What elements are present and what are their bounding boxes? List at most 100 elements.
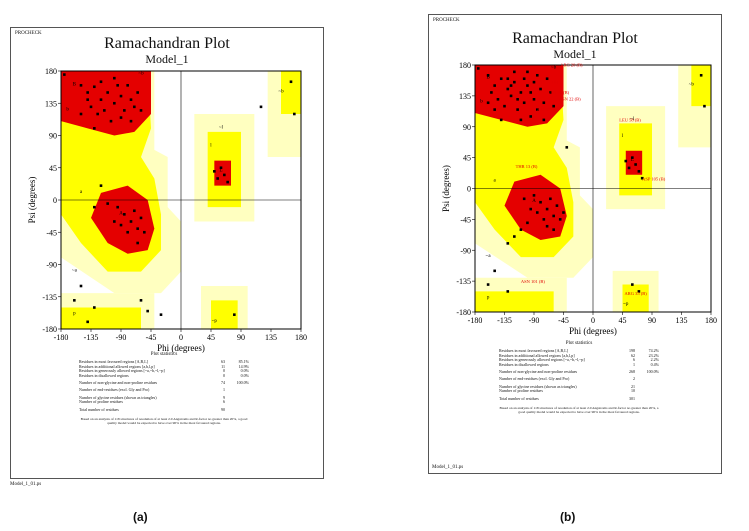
footer-file-a: Model_1_01.ps: [10, 482, 42, 487]
statistics-percent: [225, 408, 249, 412]
statistics-percent: 74.2%: [648, 348, 659, 354]
region-letter: ~b: [278, 90, 284, 95]
statistics-label: Residues in most favoured regions [A,B,L…: [79, 360, 148, 365]
region-letter: l: [210, 143, 212, 148]
residue-annotation: GLN 96 (B): [547, 90, 569, 95]
y-tick-label: 0: [53, 196, 57, 205]
residue-point: [631, 156, 634, 159]
residue-annotation: THR 13 (B): [516, 164, 538, 169]
statistics-row: Residues in generously allowed regions […: [79, 368, 249, 374]
residue-point: [631, 283, 634, 286]
residue-point: [699, 73, 703, 77]
residue-point: [79, 112, 83, 116]
region-letter: A: [119, 211, 123, 216]
statistics-label: Number of proline residues: [499, 389, 543, 394]
statistics-percent: 0.0%: [240, 372, 249, 378]
residue-point: [139, 299, 143, 302]
statistics-percent: 23.2%: [648, 352, 659, 358]
region-letter: L: [631, 158, 634, 163]
statistics-percent: [635, 397, 659, 401]
y-tick-label: 90: [463, 123, 471, 132]
residue-point: [545, 77, 549, 81]
residue-point: [99, 184, 103, 187]
statistics-count: 9: [223, 394, 225, 400]
y-tick-label: -135: [42, 293, 57, 302]
residue-point: [133, 209, 136, 213]
residue-point: [526, 84, 529, 87]
residue-point: [529, 91, 533, 94]
region-most-favoured: [61, 71, 151, 136]
statistics-count: 74: [221, 380, 225, 386]
residue-point: [233, 313, 236, 316]
residue-point: [499, 118, 503, 122]
statistics-percent: [225, 388, 249, 392]
statistics-count: 0: [223, 372, 225, 378]
statistics-row: Total number of residues 301: [499, 395, 659, 401]
statistics-label: Number of non-glycine and non-proline re…: [79, 381, 158, 386]
statistics-row: Residues in disallowed regions 1 0.4%: [499, 362, 659, 367]
x-tick-label: -45: [146, 333, 157, 342]
residue-point: [119, 94, 123, 98]
region-letter: b: [480, 100, 483, 105]
residue-point: [113, 220, 116, 223]
residue-point: [542, 101, 546, 105]
panel-caption-b: (b): [560, 510, 576, 524]
statistics-count: 0: [223, 368, 225, 374]
residue-point: [496, 98, 500, 101]
y-tick-label: -45: [460, 215, 471, 224]
region-letter: L: [219, 168, 222, 173]
residue-point: [293, 112, 296, 116]
x-axis-label: Phi (degrees): [569, 326, 617, 336]
residue-point: [516, 108, 519, 111]
residue-point: [493, 108, 496, 111]
region-letter: p: [487, 295, 490, 300]
statistics-percent: 100.0%: [236, 380, 249, 386]
x-tick-label: 0: [179, 333, 183, 342]
residue-point: [223, 173, 226, 177]
residue-point: [522, 101, 526, 105]
residue-point: [555, 204, 559, 207]
y-tick-label: 45: [463, 154, 471, 163]
residue-point: [129, 119, 133, 123]
x-tick-label: -135: [84, 333, 99, 342]
y-tick-label: 90: [49, 132, 57, 141]
region-additional-allowed: [475, 291, 554, 312]
plot-subtitle: Model_1: [145, 52, 189, 66]
residue-point: [539, 87, 542, 91]
region-letter: ~p: [212, 319, 218, 324]
statistics-label: Number of glycine residues (shown as tri…: [79, 395, 157, 400]
procheck-tag: PROCHECK: [433, 18, 460, 23]
y-tick-label: 45: [49, 164, 57, 173]
x-tick-label: -90: [116, 333, 127, 342]
y-tick-label: 0: [467, 185, 471, 194]
region-letter: b: [66, 107, 69, 112]
ramachandran-chart-a: Bb Aa Ll p ~b ~a ~l ~p ~b -180 -135 -90 -45 0 45 90 135 1…: [27, 67, 307, 353]
residue-annotation: ARG 20 (B): [560, 62, 583, 67]
residue-point: [535, 211, 539, 214]
residue-point: [539, 200, 542, 204]
residue-point: [503, 104, 506, 108]
residue-annotation: ARG 35 (B): [624, 291, 647, 296]
plot-statistics: Plot statistics Residues in most favoured…: [499, 341, 659, 415]
residue-point: [513, 70, 516, 74]
statistics-percent: 14.9%: [238, 363, 249, 369]
residue-point: [129, 98, 133, 101]
region-letter: ~l: [630, 117, 635, 122]
statistics-count: 90: [221, 406, 225, 412]
statistics-row: Number of end-residues (excl. Gly and Pr…: [79, 388, 249, 393]
residue-point: [513, 235, 516, 238]
residue-point: [259, 105, 263, 109]
statistics-row: Number of end-residues (excl. Gly and Pr…: [499, 377, 659, 382]
statistics-footnote: Based on an analysis of 118 structures o…: [499, 406, 659, 415]
x-tick-label: 45: [207, 333, 215, 342]
statistics-count: 301: [629, 395, 635, 401]
residue-point: [493, 84, 496, 87]
x-tick-label: -90: [529, 316, 540, 325]
residue-point: [113, 101, 116, 105]
statistics-label: Residues in most favoured regions [A,B,L…: [499, 349, 568, 354]
statistics-row: Residues in additional allowed regions […: [79, 363, 249, 369]
residue-point: [79, 84, 83, 87]
residue-point: [565, 146, 569, 149]
residue-point: [89, 105, 93, 109]
